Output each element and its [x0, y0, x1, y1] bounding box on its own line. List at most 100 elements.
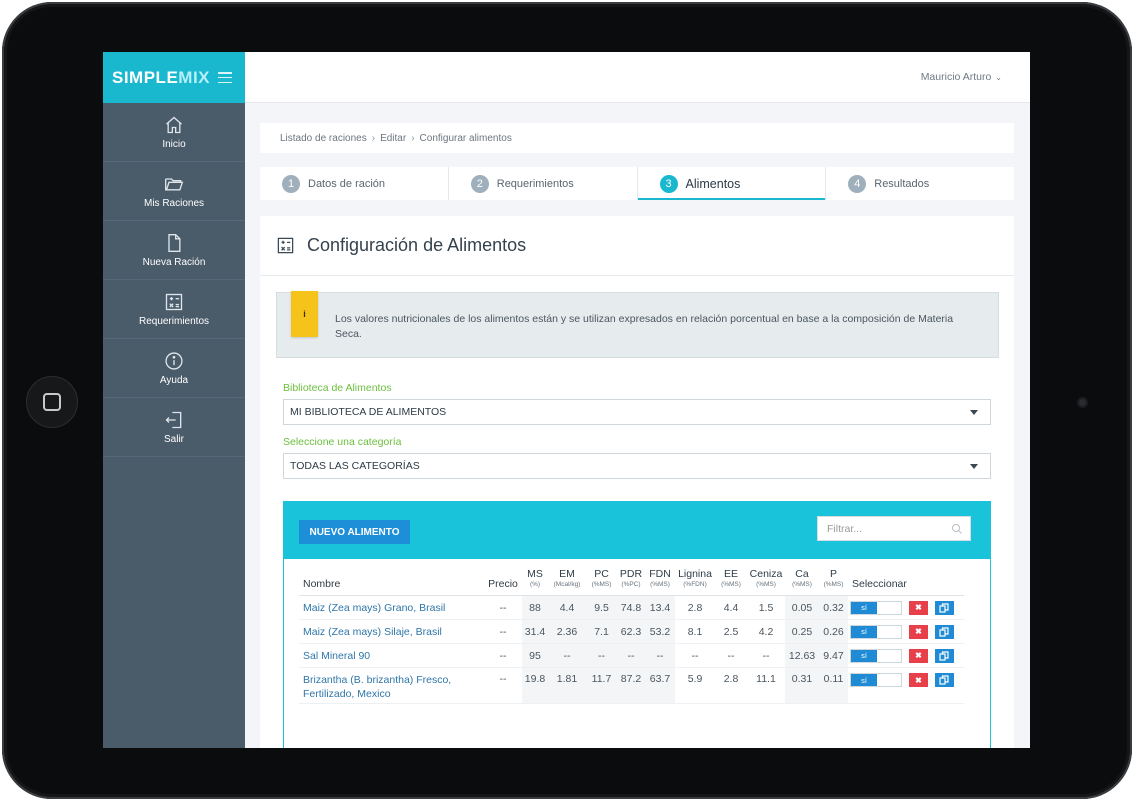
cell-pdr: 62.3 [617, 619, 645, 644]
food-name-link[interactable]: Maiz (Zea mays) Silaje, Brasil [299, 619, 484, 644]
copy-icon[interactable] [934, 673, 954, 687]
delete-icon[interactable]: ✖ [908, 624, 928, 639]
table-row: Maiz (Zea mays) Grano, Brasil -- 88 4.4 … [299, 595, 964, 620]
table-row: Sal Mineral 90 -- 95 -- -- -- -- -- -- -… [299, 643, 964, 668]
cell-ca: 0.25 [785, 619, 819, 644]
table-header-row: Nombre Precio MS (%) EM (Mcal/kg) PC (%MS) … [299, 568, 964, 596]
breadcrumb-item[interactable]: Listado de raciones [280, 132, 367, 144]
cell-em: -- [548, 643, 586, 668]
cell-em: 4.4 [548, 595, 586, 620]
cell-pc: -- [586, 643, 617, 668]
chevron-down-icon: ⌄ [995, 73, 1002, 82]
home-hardware-button [26, 376, 78, 428]
new-food-button[interactable]: NUEVO ALIMENTO [299, 520, 410, 544]
col-pc[interactable]: PC (%MS) [586, 568, 617, 596]
sidebar-item-salir[interactable]: Salir [103, 398, 245, 457]
cell-precio: -- [484, 595, 522, 620]
sidebar-item-label: Requerimientos [138, 315, 210, 327]
col-nombre[interactable]: Nombre [299, 568, 484, 596]
wizard-steps: 1 Datos de ración 2 Requerimientos 3 Ali… [260, 167, 1014, 200]
sidebar-item-requerimientos[interactable]: Requerimientos [103, 280, 245, 339]
step-datos-racion[interactable]: 1 Datos de ración [260, 167, 449, 200]
camera-dot [1077, 397, 1088, 408]
cell-ca: 12.63 [785, 643, 819, 668]
sidebar-item-label: Inicio [162, 138, 186, 150]
delete-icon[interactable]: ✖ [908, 600, 928, 615]
col-p[interactable]: P (%MS) [819, 568, 848, 596]
col-lignina[interactable]: Lignina (%FDN) [675, 568, 715, 596]
cell-p: 9.47 [819, 643, 848, 668]
step-label: Alimentos [685, 176, 741, 191]
table-row: Maiz (Zea mays) Silaje, Brasil -- 31.4 2… [299, 619, 964, 644]
cell-precio: -- [484, 667, 522, 704]
user-name: Mauricio Arturo [920, 71, 992, 83]
app-screen: SIMPLEMIX Inicio Mis Raciones Nueva Raci… [103, 52, 1030, 748]
user-menu[interactable]: Mauricio Arturo ⌄ [921, 71, 1002, 83]
sidebar-item-nueva-racion[interactable]: Nueva Ración [103, 221, 245, 280]
cell-p: 0.11 [819, 667, 848, 704]
top-bar: Mauricio Arturo ⌄ [245, 52, 1030, 103]
page-title: Configuración de Alimentos [307, 235, 527, 255]
cell-ee: -- [715, 643, 747, 668]
info-badge-icon: i [291, 291, 318, 337]
step-requerimientos[interactable]: 2 Requerimientos [449, 167, 638, 200]
sidebar-item-mis-raciones[interactable]: Mis Raciones [103, 162, 245, 221]
cell-p: 0.32 [819, 595, 848, 620]
filter-placeholder: Filtrar... [827, 522, 863, 535]
select-toggle[interactable]: sí [850, 624, 902, 639]
cell-pdr: 74.8 [617, 595, 645, 620]
cell-ms: 95 [522, 643, 548, 668]
copy-icon[interactable] [934, 600, 954, 615]
category-select[interactable]: TODAS LAS CATEGORÍAS [283, 453, 991, 479]
cell-ceniza: 11.1 [747, 667, 785, 704]
col-em[interactable]: EM (Mcal/kg) [548, 568, 586, 596]
app-logo: SIMPLEMIX [112, 67, 211, 87]
select-toggle[interactable]: sí [850, 600, 902, 615]
step-label: Resultados [874, 177, 930, 190]
food-name-link[interactable]: Sal Mineral 90 [299, 643, 484, 668]
sidebar-item-ayuda[interactable]: Ayuda [103, 339, 245, 398]
cell-ca: 0.05 [785, 595, 819, 620]
caret-down-icon [970, 464, 978, 469]
delete-icon[interactable]: ✖ [908, 648, 928, 663]
sidebar-item-label: Nueva Ración [142, 256, 206, 268]
category-label: Seleccione una categoría [283, 436, 402, 448]
step-number: 3 [659, 174, 678, 193]
library-select[interactable]: MI BIBLIOTECA DE ALIMENTOS [283, 399, 991, 425]
cell-ceniza: 1.5 [747, 595, 785, 620]
col-ca[interactable]: Ca (%MS) [785, 568, 819, 596]
select-toggle[interactable]: sí [850, 648, 902, 663]
delete-icon[interactable]: ✖ [908, 673, 928, 687]
col-ceniza[interactable]: Ceniza (%MS) [747, 568, 785, 596]
logout-icon [165, 411, 182, 428]
col-ee[interactable]: EE (%MS) [715, 568, 747, 596]
filter-input[interactable]: Filtrar... [817, 516, 971, 541]
col-precio[interactable]: Precio [484, 568, 522, 596]
cell-actions: sí ✖ [848, 595, 964, 620]
copy-icon[interactable] [934, 648, 954, 663]
cell-lignina: 8.1 [675, 619, 715, 644]
cell-actions: sí ✖ [848, 643, 964, 668]
food-name-link[interactable]: Maiz (Zea mays) Grano, Brasil [299, 595, 484, 620]
step-alimentos[interactable]: 3 Alimentos [637, 167, 827, 200]
col-pdr[interactable]: PDR (%PC) [617, 568, 645, 596]
copy-icon[interactable] [934, 624, 954, 639]
alert-text: Los valores nutricionales de los aliment… [335, 313, 954, 340]
select-toggle[interactable]: sí [850, 673, 902, 687]
sidebar-item-inicio[interactable]: Inicio [103, 103, 245, 162]
cell-precio: -- [484, 619, 522, 644]
hamburger-menu-icon[interactable] [218, 72, 233, 83]
home-icon [166, 116, 182, 133]
table-row: Brizantha (B. brizantha) Fresco, Fertiliz… [299, 667, 964, 704]
step-number: 1 [282, 174, 300, 193]
cell-precio: -- [484, 643, 522, 668]
col-ms[interactable]: MS (%) [522, 568, 548, 596]
sidebar-item-label: Salir [163, 433, 184, 445]
step-resultados[interactable]: 4 Resultados [826, 167, 1014, 200]
food-name-link[interactable]: Brizantha (B. brizantha) Fresco, Fertiliz… [299, 667, 484, 704]
col-fdn[interactable]: FDN (%MS) [645, 568, 675, 596]
breadcrumb-item[interactable]: Editar [380, 132, 407, 144]
cell-ceniza: 4.2 [747, 619, 785, 644]
step-label: Requerimientos [496, 177, 574, 190]
col-seleccionar: Seleccionar [848, 568, 964, 596]
